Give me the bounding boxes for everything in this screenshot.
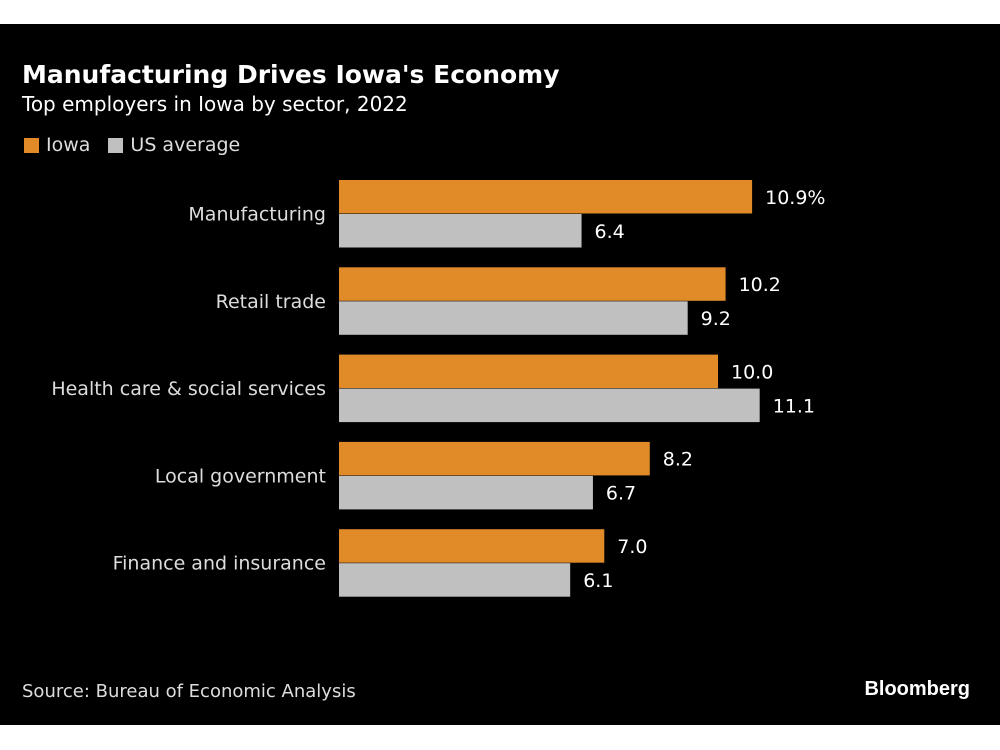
data-label: 6.7 — [606, 483, 636, 505]
bar-iowa — [339, 267, 726, 301]
data-label: 9.2 — [701, 308, 731, 330]
legend-label-iowa: Iowa — [46, 134, 91, 156]
data-label: 10.0 — [731, 361, 773, 383]
bar-iowa — [339, 180, 753, 214]
bar-us-average — [339, 475, 593, 510]
bloomberg-logo: Bloomberg — [864, 678, 970, 700]
category-label: Finance and insurance — [113, 553, 326, 575]
legend-label-us-average: US average — [130, 134, 241, 156]
legend-item-us-average: US average — [108, 134, 240, 156]
bar-iowa — [339, 354, 718, 389]
data-label: 10.2 — [739, 274, 781, 296]
bar-us-average — [339, 301, 688, 335]
category-label: Retail trade — [216, 291, 326, 313]
legend: Iowa US average — [24, 134, 258, 156]
legend-item-iowa: Iowa — [24, 134, 90, 156]
chart-title: Manufacturing Drives Iowa's Economy — [22, 60, 560, 89]
bar-chart: Manufacturing 10.9% 6.4 Retail trade 10.2 9.2… — [51, 180, 825, 597]
data-label: 8.2 — [663, 449, 693, 471]
bar-us-average — [339, 563, 571, 597]
data-label: 11.1 — [773, 395, 815, 417]
bar-iowa — [339, 529, 605, 563]
legend-swatch-iowa — [24, 137, 39, 153]
category-label: Local government — [155, 465, 326, 487]
data-label: 6.1 — [583, 570, 613, 592]
bar-us-average — [339, 214, 582, 248]
source-note: Source: Bureau of Economic Analysis — [22, 681, 356, 702]
chart-panel: Manufacturing Drives Iowa's Economy Top … — [0, 24, 1000, 725]
data-label: 6.4 — [595, 221, 625, 243]
category-label: Health care & social services — [51, 378, 326, 400]
bar-us-average — [339, 388, 760, 423]
chart-subtitle: Top employers in Iowa by sector, 2022 — [22, 92, 408, 116]
category-label: Manufacturing — [188, 204, 326, 226]
data-label: 10.9% — [765, 187, 825, 209]
legend-swatch-us-average — [108, 137, 124, 153]
bar-iowa — [339, 441, 650, 476]
data-label: 7.0 — [617, 536, 647, 558]
